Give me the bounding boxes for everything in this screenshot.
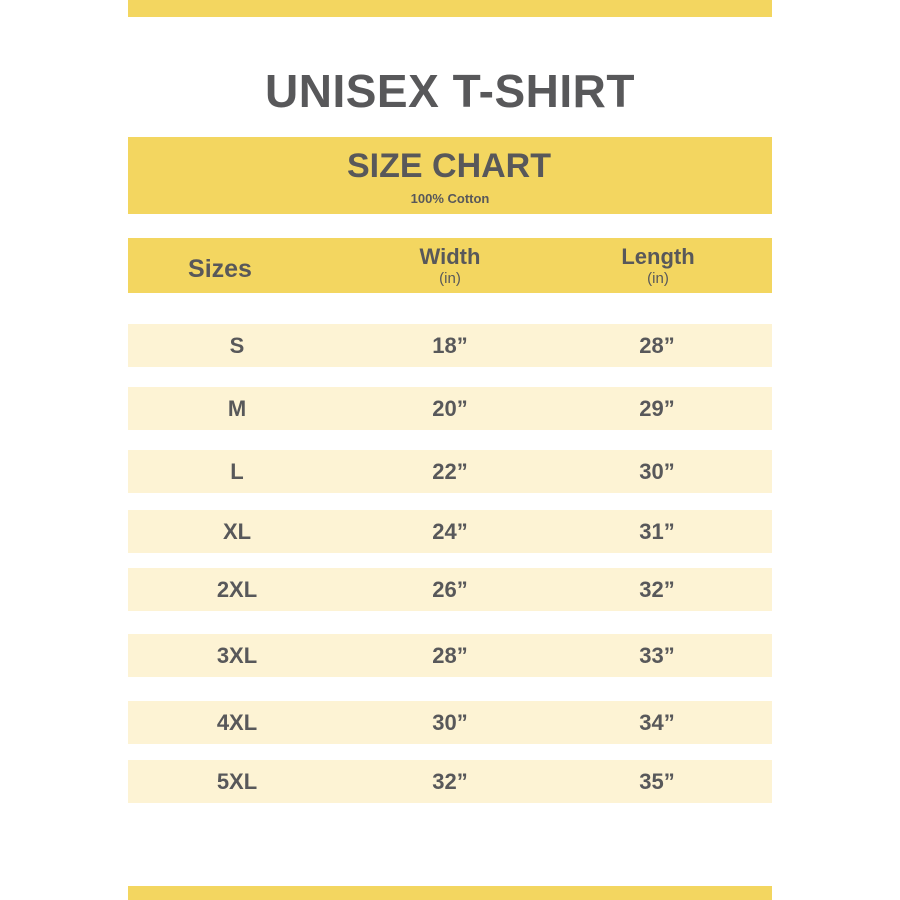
length-cell: 29” xyxy=(639,396,675,421)
table-row: 3XL 28” 33” xyxy=(128,634,772,677)
size-cell: XL xyxy=(222,519,252,544)
table-row: M 20” 29” xyxy=(128,387,772,430)
header-sizes-label: Sizes xyxy=(188,255,252,283)
header-width-unit: (in) xyxy=(439,270,461,287)
size-chart-banner: SIZE CHART 100% Cotton xyxy=(128,137,772,214)
table-row: 5XL 32” 35” xyxy=(128,760,772,803)
width-cell: 20” xyxy=(432,396,468,421)
header-length-unit: (in) xyxy=(647,270,669,287)
table-row: 2XL 26” 32” xyxy=(128,568,772,611)
header-width: Width (in) xyxy=(380,244,520,287)
width-cell: 32” xyxy=(432,769,468,794)
size-cell: 3XL xyxy=(216,643,258,668)
width-cell: 22” xyxy=(432,459,468,484)
width-cell: 24” xyxy=(432,519,468,544)
size-cell: 5XL xyxy=(216,769,258,794)
length-cell: 35” xyxy=(639,769,675,794)
size-cell: M xyxy=(227,396,247,421)
header-length: Length (in) xyxy=(588,244,728,287)
width-cell: 26” xyxy=(432,577,468,602)
length-cell: 30” xyxy=(639,459,675,484)
length-cell: 32” xyxy=(639,577,675,602)
size-cell: L xyxy=(230,459,244,484)
banner-material: 100% Cotton xyxy=(410,191,490,206)
table-row: 4XL 30” 34” xyxy=(128,701,772,744)
table-header: Sizes Width (in) Length (in) xyxy=(128,238,772,293)
header-length-label: Length xyxy=(621,244,695,269)
width-cell: 28” xyxy=(432,643,468,668)
length-cell: 31” xyxy=(639,519,675,544)
length-cell: 28” xyxy=(639,333,675,358)
table-row: L 22” 30” xyxy=(128,450,772,493)
banner-heading: SIZE CHART xyxy=(347,147,551,185)
top-accent-bar xyxy=(128,0,772,17)
size-cell: 2XL xyxy=(216,577,258,602)
length-cell: 34” xyxy=(639,710,675,735)
bottom-accent-bar xyxy=(128,886,772,900)
width-cell: 30” xyxy=(432,710,468,735)
size-cell: S xyxy=(229,333,245,358)
width-cell: 18” xyxy=(432,333,468,358)
table-row: XL 24” 31” xyxy=(128,510,772,553)
length-cell: 33” xyxy=(639,643,675,668)
page-title: UNISEX T-SHIRT xyxy=(265,65,635,117)
table-row: S 18” 28” xyxy=(128,324,772,367)
header-sizes: Sizes xyxy=(150,255,290,284)
header-width-label: Width xyxy=(419,244,481,269)
size-cell: 4XL xyxy=(216,710,258,735)
